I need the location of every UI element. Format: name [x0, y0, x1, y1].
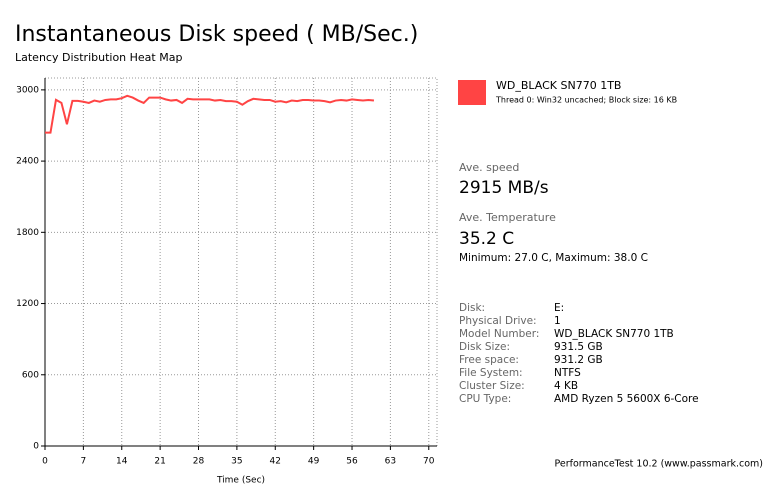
y-tick-label: 600 [22, 370, 39, 380]
info-label: Physical Drive: [459, 315, 537, 327]
x-tick-label: 63 [385, 457, 396, 467]
info-value: 931.5 GB [554, 341, 603, 353]
info-value: 931.2 GB [554, 354, 603, 366]
speed-value: 2915 MB/s [459, 178, 549, 198]
x-tick-label: 7 [81, 457, 87, 467]
y-tick-label: 1800 [16, 228, 39, 238]
info-value: 4 KB [554, 380, 578, 392]
y-tick-label: 3000 [16, 85, 39, 95]
info-value: NTFS [554, 367, 581, 379]
y-tick-label: 1200 [16, 299, 39, 309]
info-value: WD_BLACK SN770 1TB [554, 328, 674, 340]
x-tick-label: 42 [270, 457, 281, 467]
temp-value: 35.2 C [459, 229, 514, 249]
x-tick-label: 70 [423, 457, 435, 467]
legend-detail: Thread 0: Win32 uncached; Block size: 16… [495, 96, 677, 105]
series-line [45, 94, 375, 134]
x-tick-label: 56 [346, 457, 358, 467]
x-tick-label: 35 [231, 457, 242, 467]
info-value: 1 [554, 315, 561, 327]
footer: PerformanceTest 10.2 (www.passmark.com) [554, 459, 763, 470]
speed-label: Ave. speed [459, 161, 519, 174]
x-tick-label: 49 [308, 457, 320, 467]
x-tick-label: 14 [116, 457, 128, 467]
legend-label: WD_BLACK SN770 1TB [496, 79, 621, 92]
x-axis-label: Time (Sec) [216, 476, 265, 486]
info-value: AMD Ryzen 5 5600X 6-Core [554, 393, 699, 405]
chart-title: Instantaneous Disk speed ( MB/Sec.) [15, 22, 418, 47]
x-tick-label: 0 [42, 457, 48, 467]
y-tick-label: 0 [33, 442, 39, 452]
temp-label: Ave. Temperature [459, 211, 556, 224]
chart-subtitle: Latency Distribution Heat Map [15, 51, 182, 64]
plot-border [44, 77, 438, 447]
temp-range: Minimum: 27.0 C, Maximum: 38.0 C [459, 252, 648, 264]
legend-swatch [458, 80, 486, 105]
info-value: E: [554, 302, 564, 314]
info-label: Model Number: [459, 328, 539, 340]
info-label: Disk: [459, 302, 485, 314]
info-label: Free space: [459, 354, 519, 366]
x-tick-label: 21 [154, 457, 165, 467]
y-tick-label: 2400 [16, 157, 39, 167]
x-tick-label: 28 [193, 457, 205, 467]
info-label: Disk Size: [459, 341, 510, 353]
info-label: File System: [459, 367, 523, 379]
info-label: Cluster Size: [459, 380, 525, 392]
info-label: CPU Type: [459, 393, 511, 405]
